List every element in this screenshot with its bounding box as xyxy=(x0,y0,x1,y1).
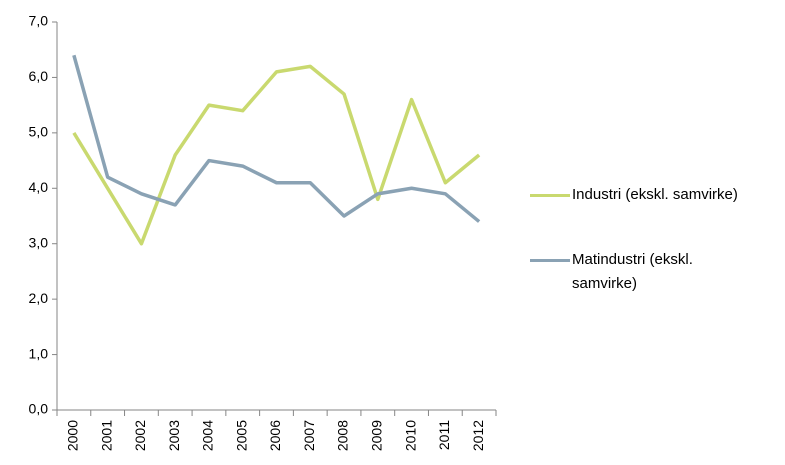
x-tick-label: 2008 xyxy=(335,420,351,451)
x-tick-label: 2012 xyxy=(470,420,486,451)
y-tick-label: 4,0 xyxy=(29,179,49,195)
legend-item: Matindustri (ekskl. samvirke) xyxy=(530,248,740,296)
y-tick-label: 6,0 xyxy=(29,68,49,84)
x-tick-label: 2005 xyxy=(233,420,249,451)
x-tick-label: 2001 xyxy=(98,420,114,451)
series-line xyxy=(72,64,481,246)
x-tick-label: 2009 xyxy=(369,420,385,451)
x-tick-label: 2002 xyxy=(132,420,148,451)
x-tick-label: 2000 xyxy=(65,420,81,451)
legend-label: Matindustri (ekskl. samvirke) xyxy=(572,251,693,292)
legend-item: Industri (ekskl. samvirke) xyxy=(530,183,770,207)
x-tick-label: 2004 xyxy=(200,420,216,451)
x-tick-label: 2011 xyxy=(436,420,452,450)
x-tick-label: 2003 xyxy=(166,420,182,451)
y-tick-label: 5,0 xyxy=(29,124,49,140)
y-tick-label: 2,0 xyxy=(29,290,49,306)
x-tick-label: 2006 xyxy=(267,420,283,451)
series-line xyxy=(72,54,481,223)
y-tick-label: 7,0 xyxy=(29,13,49,29)
x-tick-label: 2007 xyxy=(301,420,317,451)
y-tick-label: 3,0 xyxy=(29,234,49,250)
x-tick-label: 2010 xyxy=(402,420,418,451)
y-tick-label: 1,0 xyxy=(29,345,49,361)
y-tick-label: 0,0 xyxy=(29,401,49,417)
legend-label: Industri (ekskl. samvirke) xyxy=(572,186,738,203)
legend-swatch xyxy=(530,259,570,262)
legend-swatch xyxy=(530,194,570,197)
